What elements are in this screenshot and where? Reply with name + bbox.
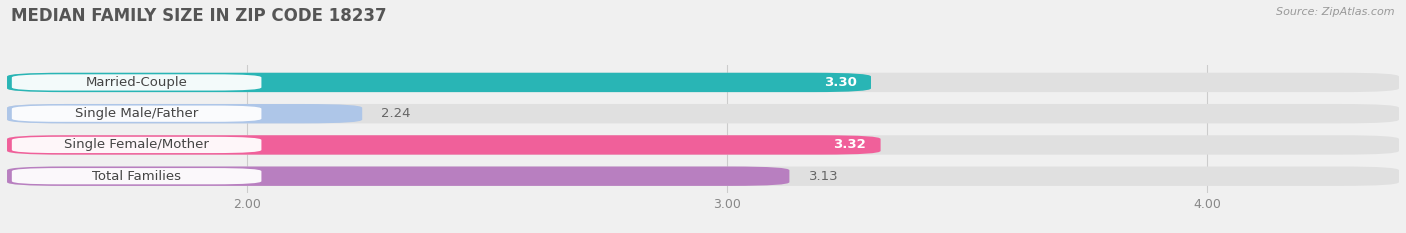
Text: Source: ZipAtlas.com: Source: ZipAtlas.com xyxy=(1277,7,1395,17)
FancyBboxPatch shape xyxy=(7,104,363,123)
FancyBboxPatch shape xyxy=(11,137,262,153)
FancyBboxPatch shape xyxy=(11,74,262,91)
FancyBboxPatch shape xyxy=(7,167,1399,186)
Text: 2.24: 2.24 xyxy=(381,107,411,120)
FancyBboxPatch shape xyxy=(7,167,789,186)
FancyBboxPatch shape xyxy=(11,168,262,184)
Text: 3.30: 3.30 xyxy=(824,76,856,89)
Text: Single Female/Mother: Single Female/Mother xyxy=(65,138,209,151)
FancyBboxPatch shape xyxy=(11,106,262,122)
FancyBboxPatch shape xyxy=(7,73,870,92)
FancyBboxPatch shape xyxy=(7,135,1399,155)
Text: Total Families: Total Families xyxy=(93,170,181,183)
Text: 3.13: 3.13 xyxy=(808,170,838,183)
FancyBboxPatch shape xyxy=(7,73,1399,92)
Text: 3.32: 3.32 xyxy=(834,138,866,151)
Text: Married-Couple: Married-Couple xyxy=(86,76,187,89)
FancyBboxPatch shape xyxy=(7,104,1399,123)
Text: MEDIAN FAMILY SIZE IN ZIP CODE 18237: MEDIAN FAMILY SIZE IN ZIP CODE 18237 xyxy=(11,7,387,25)
FancyBboxPatch shape xyxy=(7,135,880,155)
Text: Single Male/Father: Single Male/Father xyxy=(75,107,198,120)
